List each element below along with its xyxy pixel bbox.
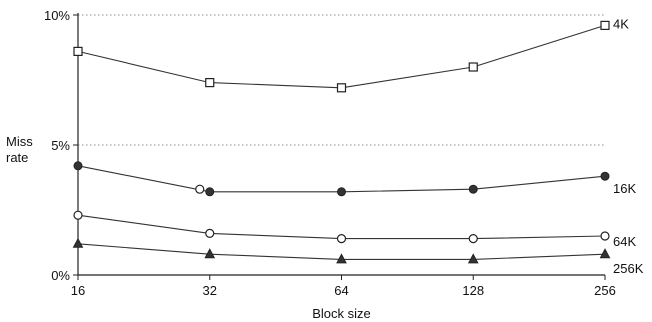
grid-lines	[78, 14, 605, 146]
x-tick-label: 128	[462, 283, 484, 298]
data-point-256k	[72, 237, 84, 248]
x-tick-label: 256	[594, 283, 616, 298]
data-point-256k	[204, 248, 216, 259]
series-label-16k: 16K	[613, 181, 636, 196]
x-axis-title: Block size	[312, 306, 371, 321]
data-markers	[72, 20, 611, 264]
data-point-16k	[337, 187, 346, 197]
y-tick-label: 0%	[51, 268, 70, 283]
data-point-64k	[336, 234, 347, 244]
x-tick-label: 64	[334, 283, 348, 298]
y-axis-title: rate	[6, 150, 28, 165]
data-point-16k	[205, 187, 215, 197]
data-point-256k	[467, 253, 479, 264]
data-point-16k	[468, 184, 478, 194]
series-line-4k	[77, 24, 606, 89]
annotation-point	[195, 184, 205, 194]
series-lines	[77, 24, 606, 260]
series-label-4k: 4K	[613, 16, 629, 31]
data-point-4k	[73, 46, 83, 57]
data-point-4k	[205, 77, 215, 88]
data-point-256k	[599, 248, 611, 259]
series-label-64k: 64K	[613, 234, 636, 249]
x-tick-label: 16	[71, 283, 85, 298]
series-label-256k: 256K	[613, 261, 644, 276]
x-tick-label: 32	[203, 283, 217, 298]
plot-frame	[73, 13, 606, 280]
data-point-16k	[73, 161, 83, 171]
data-point-64k	[468, 234, 478, 244]
data-point-64k	[600, 231, 610, 241]
data-point-64k	[205, 228, 215, 238]
data-point-256k	[336, 253, 347, 264]
data-point-4k	[468, 62, 478, 72]
data-point-64k	[73, 210, 83, 220]
y-tick-label: 10%	[44, 8, 70, 23]
data-point-16k	[600, 171, 610, 181]
data-point-4k	[336, 83, 347, 93]
y-tick-label: 5%	[51, 138, 70, 153]
y-axis-title: Miss	[6, 134, 33, 149]
data-point-4k	[600, 20, 610, 30]
